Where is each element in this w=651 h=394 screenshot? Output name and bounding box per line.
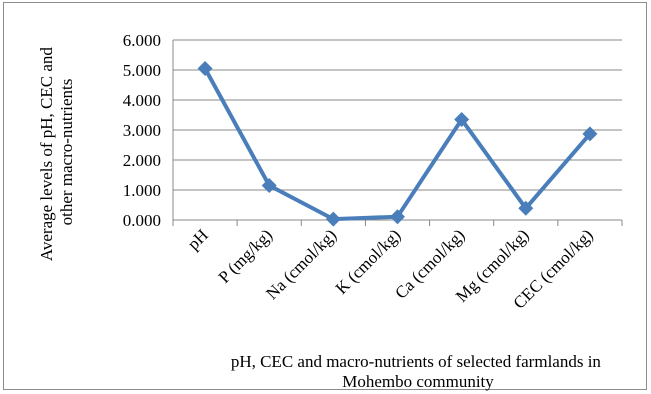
chart-frame — [3, 2, 647, 390]
x-tick-label: P (mg/kg) — [215, 225, 276, 286]
y-axis-title: Average levels of pH, CEC and other macr… — [37, 43, 76, 261]
gridlines — [172, 39, 622, 221]
y-tick-label: 0.000 — [123, 211, 161, 230]
y-tick-label: 6.000 — [123, 31, 161, 50]
y-axis-title-line-1: Average levels of pH, CEC and — [37, 47, 56, 262]
series-layer — [197, 61, 598, 227]
y-tick-label: 3.000 — [123, 121, 161, 140]
data-point — [390, 209, 405, 225]
x-tick-label: pH — [184, 225, 212, 253]
y-tick-label: 1.000 — [123, 181, 161, 200]
y-tick-label: 2.000 — [123, 151, 161, 170]
data-point — [518, 200, 534, 216]
series-line — [203, 67, 592, 222]
x-axis-title-line-2: Mohembo community — [342, 372, 494, 391]
x-axis-title-line-1: pH, CEC and macro-nutrients of selected … — [231, 352, 602, 371]
y-tick-label: 5.000 — [123, 61, 161, 80]
data-point — [454, 112, 470, 127]
y-tick-label: 4.000 — [123, 91, 161, 110]
data-point — [197, 61, 213, 76]
y-axis-title-line-2: other macro-nutrients — [57, 79, 76, 226]
data-point — [261, 178, 277, 193]
x-axis-ticks: pH P (mg/kg)Na (cmol/kg)K (cmol/kg)Ca (cm… — [172, 220, 623, 313]
data-point — [582, 126, 598, 142]
data-point — [325, 211, 341, 227]
x-axis-title: pH, CEC and macro-nutrients of selected … — [231, 352, 605, 391]
y-axis-ticks: 0.000 1.000 2.000 3.000 4.000 5.000 6.000 — [123, 31, 161, 230]
